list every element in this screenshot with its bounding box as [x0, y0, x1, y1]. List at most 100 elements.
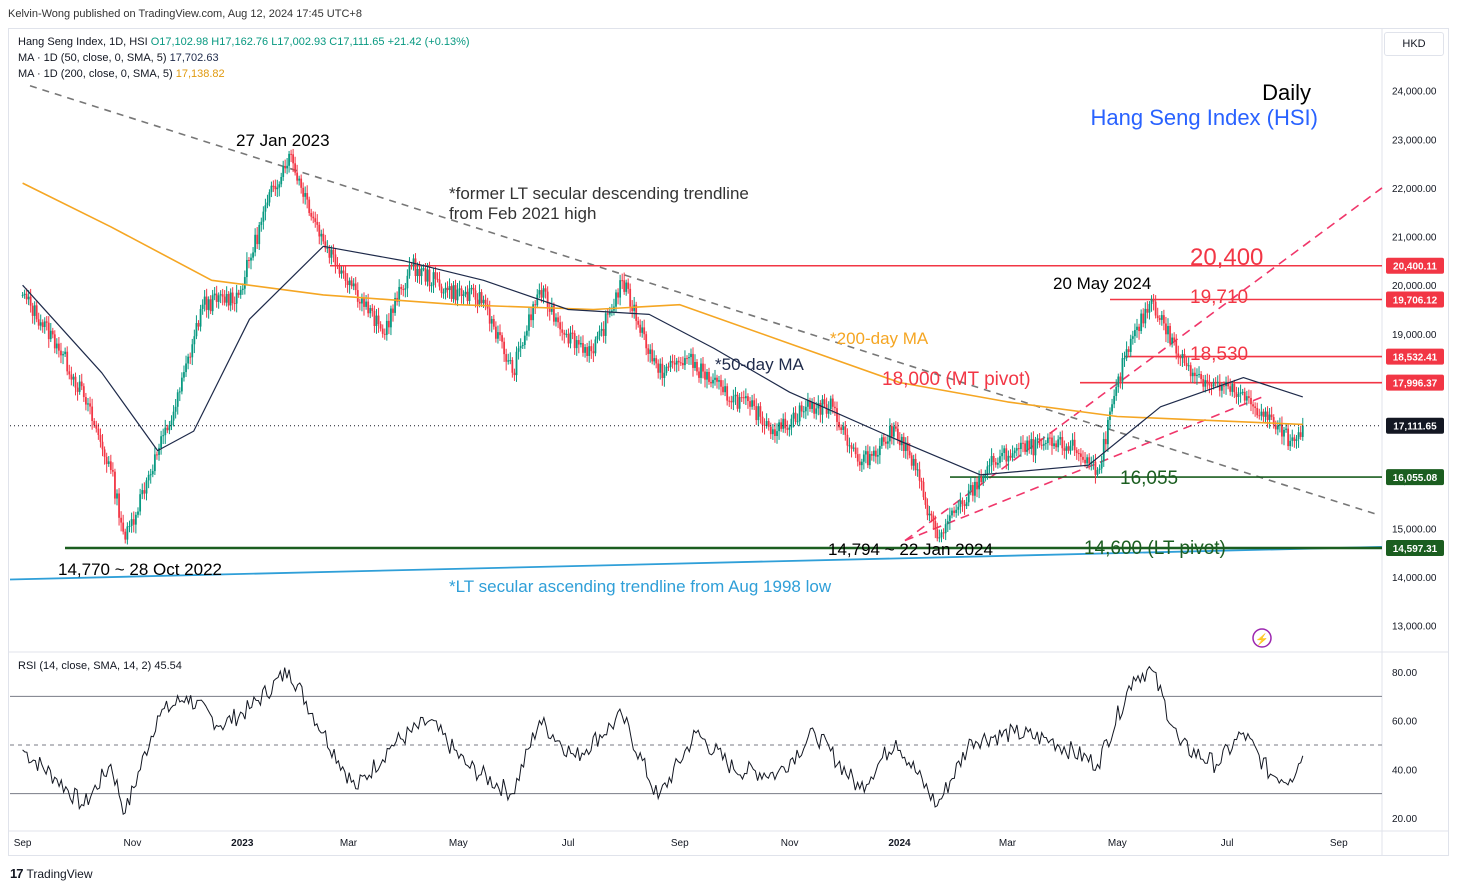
candle-body	[858, 461, 861, 466]
candle-body	[1237, 393, 1240, 397]
candle-body	[1121, 358, 1124, 382]
candle-body	[1146, 308, 1149, 313]
candle-body	[780, 422, 783, 429]
candle-body	[924, 497, 927, 505]
candle-body	[1017, 448, 1020, 450]
candle-body	[252, 252, 254, 258]
candle-body	[728, 400, 731, 402]
x-tick-label: May	[1108, 838, 1127, 849]
candle-body	[1051, 437, 1053, 447]
candle-body	[1115, 387, 1118, 396]
level-axis-label-box	[1386, 348, 1444, 365]
candle-body	[1175, 340, 1178, 354]
candle-body	[35, 305, 38, 320]
candle-body	[661, 363, 664, 378]
candle-body	[23, 293, 26, 295]
candle-body	[452, 285, 455, 299]
alert-lightning-glyph: ⚡	[1255, 633, 1269, 646]
candle-body	[29, 296, 32, 306]
candle-body	[398, 286, 401, 302]
candle-body	[55, 343, 58, 349]
candle-body	[823, 399, 826, 405]
candle-body	[584, 347, 586, 353]
legend-ma200[interactable]: MA · 1D (200, close, 0, SMA, 5) 17,138.8…	[18, 68, 225, 80]
candle-body	[390, 308, 392, 328]
candle-body	[1086, 457, 1089, 464]
candle-body	[1142, 313, 1145, 324]
candle-body	[840, 427, 843, 431]
candle-body	[203, 296, 206, 305]
candle-body	[420, 268, 423, 277]
candle-body	[310, 212, 313, 217]
level-text-label: 18,530	[1190, 344, 1248, 365]
candle-body	[994, 462, 997, 465]
candle-body	[621, 280, 624, 282]
candle-body	[965, 502, 968, 507]
candle-body	[284, 166, 287, 169]
candle-body	[523, 335, 526, 345]
candle-body	[300, 178, 303, 188]
candle-body	[720, 380, 722, 387]
x-tick-label: Nov	[124, 838, 142, 849]
candle-body	[910, 455, 913, 466]
candle-body	[788, 427, 791, 430]
candle-body	[149, 474, 152, 476]
candle-body	[932, 515, 935, 522]
candle-body	[736, 394, 739, 409]
candle-body	[87, 403, 89, 405]
candle-body	[480, 292, 483, 304]
candle-body	[888, 426, 891, 442]
candle-body	[868, 454, 871, 466]
chart-annotation: *LT secular ascending trendline from Aug…	[449, 577, 832, 596]
currency-button[interactable]: HKD	[1384, 32, 1444, 56]
candle-body	[786, 428, 789, 430]
candle-body	[292, 154, 295, 164]
footer[interactable]: 17 TradingView	[10, 866, 93, 881]
candle-body	[344, 273, 347, 281]
candle-body	[606, 313, 609, 315]
candle-body	[33, 305, 36, 316]
candle-body	[1229, 386, 1232, 392]
candle-body	[681, 363, 684, 366]
legend-main[interactable]: Hang Seng Index, 1D, HSI O17,102.98 H17,…	[18, 36, 470, 48]
chart-frame[interactable]	[8, 28, 1449, 856]
candle-body	[854, 447, 857, 455]
candle-body	[1123, 358, 1126, 360]
candle-body	[1131, 336, 1134, 339]
candle-body	[999, 456, 1001, 463]
rsi-line	[22, 665, 1304, 816]
candle-body	[1127, 349, 1130, 352]
candle-body	[908, 450, 911, 456]
candle-body	[896, 428, 899, 440]
candle-body	[1216, 381, 1219, 383]
candle-body	[809, 400, 811, 409]
candle-body	[62, 354, 64, 356]
legend-rsi[interactable]: RSI (14, close, SMA, 14, 2) 45.54	[18, 660, 182, 672]
candle-body	[256, 234, 259, 245]
candle-body	[31, 305, 34, 316]
candle-body	[986, 466, 989, 474]
candle-body	[183, 372, 185, 378]
candle-body	[358, 301, 361, 304]
candle-body	[74, 376, 77, 388]
candle-body	[848, 445, 851, 447]
candle-body	[434, 272, 437, 279]
candle-body	[338, 266, 341, 274]
candle-body	[934, 521, 937, 530]
candle-body	[1119, 376, 1122, 382]
candle-body	[1136, 326, 1138, 331]
candle-body	[126, 526, 129, 540]
candle-body	[540, 290, 543, 298]
candle-body	[702, 363, 704, 372]
ma50-line	[22, 245, 1303, 476]
candle-body	[922, 481, 925, 498]
candle-body	[229, 292, 232, 306]
candle-body	[555, 317, 557, 322]
candle-body	[1003, 448, 1006, 453]
candle-body	[324, 241, 327, 249]
legend-ma50[interactable]: MA · 1D (50, close, 0, SMA, 5) 17,702.63	[18, 52, 219, 64]
candle-body	[1220, 385, 1223, 391]
candle-body	[187, 356, 190, 364]
candle-body	[819, 403, 822, 415]
